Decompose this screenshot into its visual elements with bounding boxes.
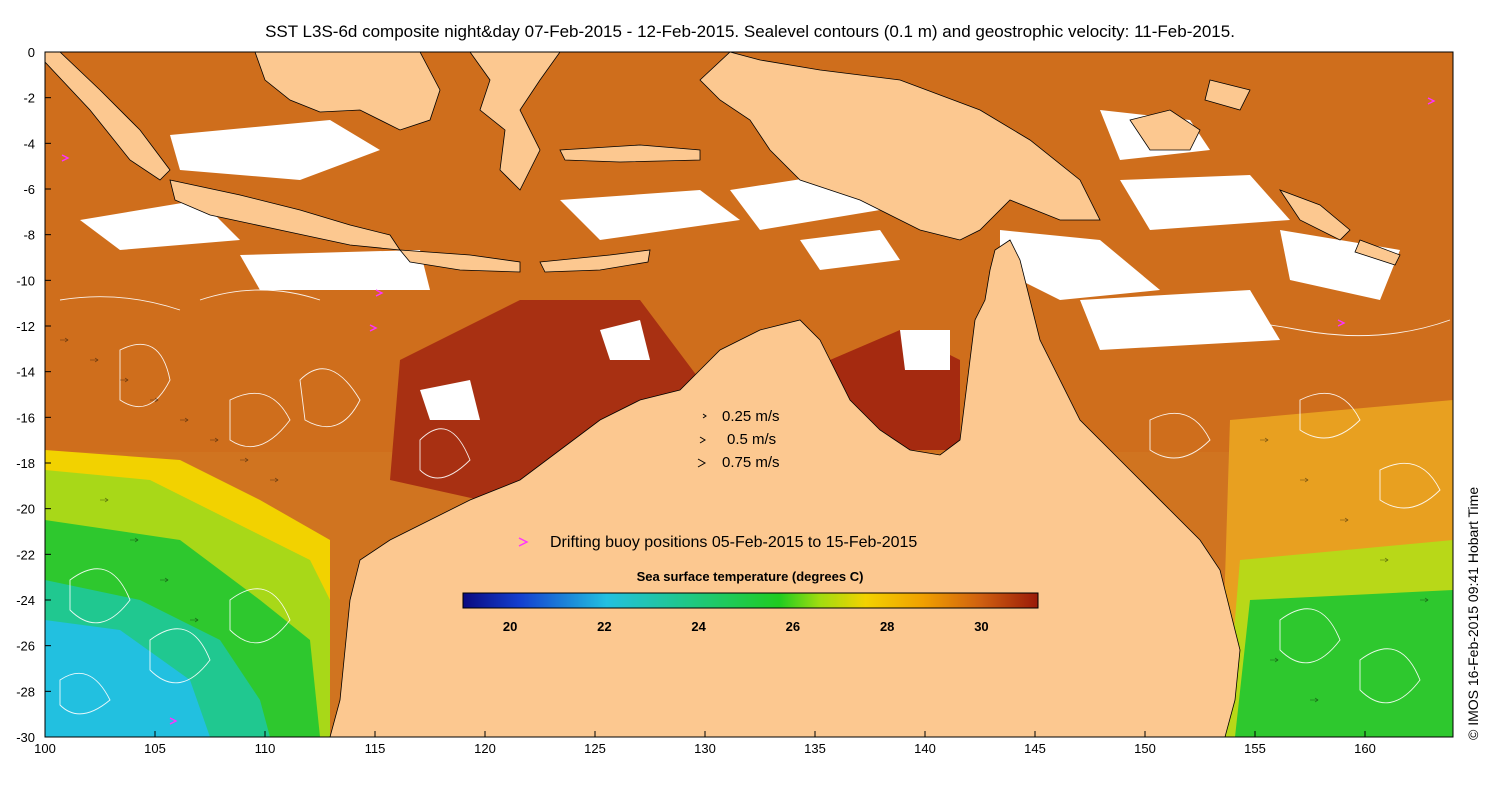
colorbar-tick-label: 30 xyxy=(974,619,988,634)
velocity-label-1: 0.5 m/s xyxy=(727,431,776,448)
y-tick-label: -20 xyxy=(16,502,35,517)
map-title: SST L3S-6d composite night&day 07-Feb-20… xyxy=(265,22,1235,41)
colorbar-title: Sea surface temperature (degrees C) xyxy=(637,569,864,584)
buoy-legend: Drifting buoy positions 05-Feb-2015 to 1… xyxy=(518,534,917,551)
x-tick-label: 140 xyxy=(914,741,936,756)
colorbar-tick-label: 26 xyxy=(786,619,800,634)
x-tick-label: 155 xyxy=(1244,741,1266,756)
y-tick-label: -12 xyxy=(16,319,35,334)
y-tick-label: -2 xyxy=(23,91,35,106)
y-tick-label: -26 xyxy=(16,639,35,654)
colorbar-tick-label: 24 xyxy=(691,619,706,634)
plot-frame xyxy=(44,51,1454,738)
x-tick-label: 145 xyxy=(1024,741,1046,756)
x-tick-label: 135 xyxy=(804,741,826,756)
x-tick-label: 130 xyxy=(694,741,716,756)
colorbar-tick-label: 28 xyxy=(880,619,894,634)
velocity-legend: 0.25 m/s 0.5 m/s 0.75 m/s xyxy=(697,408,780,471)
colorbar: Sea surface temperature (degrees C) 20 22… xyxy=(462,569,1039,634)
y-axis: 0 -2 -4 -6 -8 -10 -12 -14 -16 -18 -20 -22 -24 -26 -28 -… xyxy=(16,45,51,745)
velocity-arrow-large-icon xyxy=(697,458,707,468)
y-tick-label: -30 xyxy=(16,730,35,745)
colorbar-ticks: 20 22 24 26 28 30 xyxy=(503,619,989,634)
buoy-marker-icon xyxy=(518,537,529,547)
y-tick-label: -18 xyxy=(16,456,35,471)
y-tick-label: -16 xyxy=(16,410,35,425)
colorbar-gradient xyxy=(462,592,1039,609)
velocity-arrow-small-icon xyxy=(702,413,707,419)
colorbar-tick-label: 20 xyxy=(503,619,517,634)
velocity-label-2: 0.75 m/s xyxy=(722,454,780,471)
x-tick-label: 110 xyxy=(255,741,276,756)
y-tick-label: -10 xyxy=(16,273,35,288)
x-tick-label: 125 xyxy=(584,741,606,756)
y-tick-label: -28 xyxy=(16,684,35,699)
x-tick-label: 115 xyxy=(365,741,386,756)
y-tick-label: -22 xyxy=(16,547,35,562)
x-tick-label: 150 xyxy=(1134,741,1156,756)
y-tick-label: -14 xyxy=(16,365,35,380)
x-tick-label: 160 xyxy=(1354,741,1376,756)
y-tick-label: 0 xyxy=(28,45,35,60)
buoy-markers xyxy=(61,97,1436,725)
x-tick-label: 100 xyxy=(34,741,56,756)
y-tick-label: -4 xyxy=(23,136,35,151)
y-tick-label: -8 xyxy=(23,228,35,243)
velocity-arrow-medium-icon xyxy=(699,436,706,444)
x-axis: 100 105 110 115 120 125 130 135 140 145 150 155 160 xyxy=(34,731,1376,756)
x-tick-label: 105 xyxy=(144,741,166,756)
y-tick-label: -6 xyxy=(23,182,35,197)
y-tick-label: -24 xyxy=(16,593,35,608)
buoy-legend-label: Drifting buoy positions 05-Feb-2015 to 1… xyxy=(550,534,917,551)
credit-text: © IMOS 16-Feb-2015 09:41 Hobart Time xyxy=(1465,486,1481,740)
velocity-label-0: 0.25 m/s xyxy=(722,408,780,425)
x-tick-label: 120 xyxy=(474,741,496,756)
colorbar-tick-label: 22 xyxy=(597,619,611,634)
sst-field xyxy=(45,52,1453,737)
